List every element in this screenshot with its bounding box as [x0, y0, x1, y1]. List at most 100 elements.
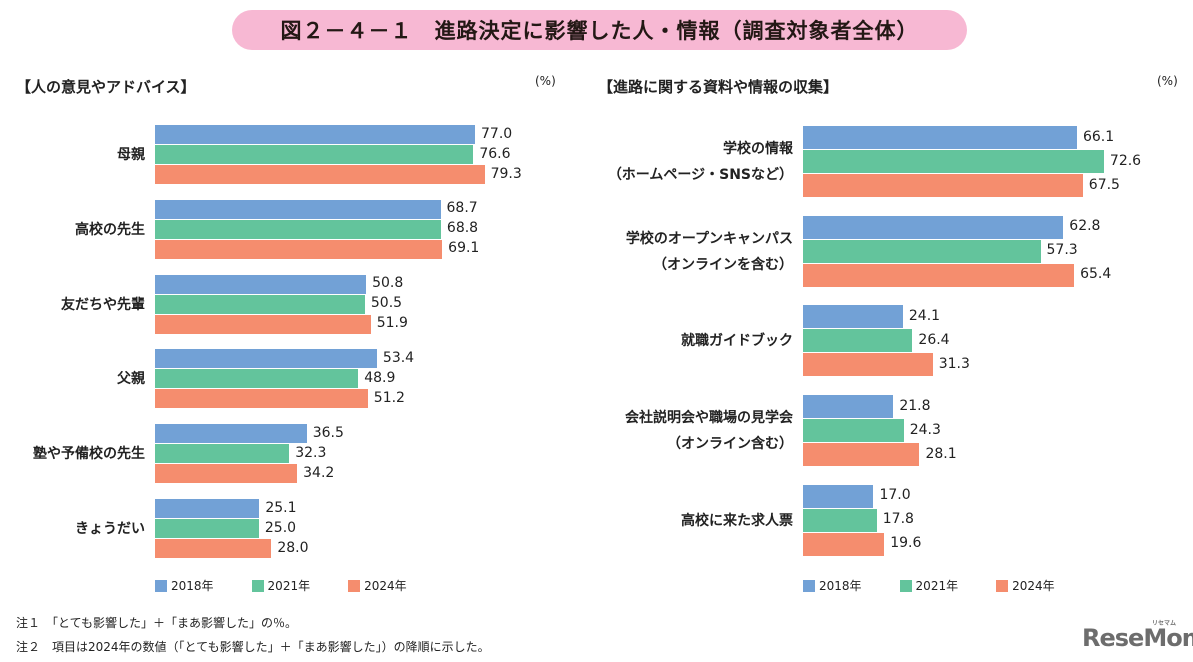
legend-item: 2021年	[251, 577, 311, 594]
data-label: 53.4	[382, 349, 415, 366]
legend-item: 2018年	[155, 577, 214, 594]
category-label: 母親	[117, 147, 145, 163]
category-label: 学校の情報 （ホームページ・SNSなど）	[607, 141, 793, 183]
legend-label: 2021年	[915, 579, 959, 593]
data-label: 66.1	[1082, 128, 1115, 145]
section-title: 【人の意見やアドバイス】	[16, 78, 196, 96]
legend-item: 2024年	[348, 577, 407, 594]
bar-2021	[155, 444, 290, 464]
data-label: 76.6	[479, 145, 511, 162]
category-label: きょうだい	[75, 521, 145, 537]
bar-2024	[803, 353, 933, 377]
legend-item: 2021年	[899, 577, 959, 594]
category-label: 父親	[117, 371, 145, 388]
data-label: 77.0	[481, 125, 513, 142]
bar-2021	[155, 519, 259, 538]
bar-2024	[155, 239, 443, 259]
data-label: 19.6	[890, 535, 922, 552]
legend: 2018年 2021年 2024年	[803, 577, 1055, 594]
data-label: 65.4	[1080, 266, 1112, 283]
bar-2024	[803, 174, 1083, 197]
data-label: 79.3	[490, 165, 522, 182]
bar-2021	[155, 294, 365, 314]
legend-label: 2024年	[364, 579, 407, 593]
legend-swatch	[251, 579, 264, 592]
bar-2018	[155, 349, 377, 369]
legend: 2018年 2021年 2024年	[155, 577, 407, 594]
data-label: 31.3	[938, 355, 970, 372]
bar-2018	[155, 274, 367, 294]
bar-2024	[155, 389, 368, 409]
data-label: 72.6	[1109, 152, 1142, 169]
data-label: 34.2	[303, 464, 335, 481]
bar-2021	[803, 239, 1041, 263]
bar-2018	[803, 395, 894, 419]
category-label: 会社説明会や職場の見学会 （オンライン含む）	[625, 410, 793, 453]
data-label: 24.1	[908, 307, 941, 324]
figure-title: 図２－４－１ 進路決定に影響した人・情報（調査対象者全体）	[232, 10, 967, 50]
data-label: 21.8	[899, 397, 931, 414]
bar-2018	[155, 424, 307, 444]
bar-2021	[803, 419, 904, 443]
note-2: 注２ 項目は2024年の数値（「とても影響した」＋「まあ影響した」）の降順に示し…	[16, 640, 490, 654]
data-label: 24.3	[909, 421, 941, 438]
legend-label: 2024年	[1012, 579, 1055, 593]
data-label: 62.8	[1069, 218, 1101, 235]
data-label: 51.2	[373, 389, 405, 406]
legend-swatch	[996, 579, 1009, 592]
bar-2024	[155, 165, 485, 184]
legend-swatch	[899, 579, 912, 592]
data-label: 51.9	[376, 315, 408, 332]
category-label: 高校の先生	[75, 221, 145, 238]
legend-item: 2024年	[996, 577, 1055, 594]
legend-swatch	[155, 579, 167, 592]
data-label: 28.1	[925, 445, 957, 462]
legend-label: 2018年	[819, 579, 862, 593]
unit-label: (%)	[535, 74, 556, 88]
data-label: 69.1	[448, 240, 480, 257]
bar-2024	[803, 532, 885, 556]
legend-item: 2018年	[803, 577, 862, 594]
data-label: 26.4	[918, 331, 950, 348]
bar-2021	[155, 219, 441, 239]
data-label: 67.5	[1088, 176, 1120, 193]
bar-2018	[803, 305, 903, 329]
category-label: 就職ガイドブック	[681, 333, 793, 350]
bar-2021	[155, 145, 474, 164]
bar-2024	[155, 539, 272, 558]
resemom-logo: ReseMomリセマム	[1082, 620, 1193, 652]
data-label: 57.3	[1046, 242, 1078, 259]
bar-2021	[803, 329, 913, 353]
category-label: 学校のオープンキャンパス （オンラインを含む）	[625, 230, 793, 273]
legend-swatch	[803, 579, 815, 592]
category-label: 高校に来た求人票	[681, 512, 793, 529]
section-title: 【進路に関する資料や情報の収集】	[598, 78, 839, 96]
bar-2018	[803, 484, 874, 508]
data-label: 32.3	[295, 444, 327, 461]
bar-2024	[803, 263, 1075, 287]
bar-2024	[803, 443, 920, 467]
bar-2018	[155, 199, 441, 219]
data-label: 48.9	[364, 369, 396, 386]
legend-label: 2021年	[267, 579, 311, 593]
data-label: 17.8	[882, 511, 914, 528]
bar-2024	[155, 314, 371, 334]
data-label: 50.5	[370, 295, 403, 312]
bar-2018	[803, 126, 1077, 149]
bar-2018	[155, 499, 260, 518]
legend-swatch	[348, 579, 361, 592]
bar-2018	[155, 125, 475, 144]
unit-label: (%)	[1157, 74, 1178, 88]
data-label: 68.7	[446, 200, 478, 217]
bar-2021	[155, 369, 359, 389]
bar-2024	[155, 464, 298, 484]
bar-2021	[803, 150, 1104, 173]
data-label: 36.5	[312, 424, 344, 441]
category-label: 塾や予備校の先生	[33, 446, 145, 463]
data-label: 50.8	[372, 275, 404, 292]
bar-2021	[803, 508, 877, 532]
category-label: 友だちや先輩	[61, 296, 145, 313]
data-label: 25.1	[265, 499, 297, 516]
legend-label: 2018年	[171, 579, 214, 593]
data-label: 68.8	[446, 220, 479, 237]
